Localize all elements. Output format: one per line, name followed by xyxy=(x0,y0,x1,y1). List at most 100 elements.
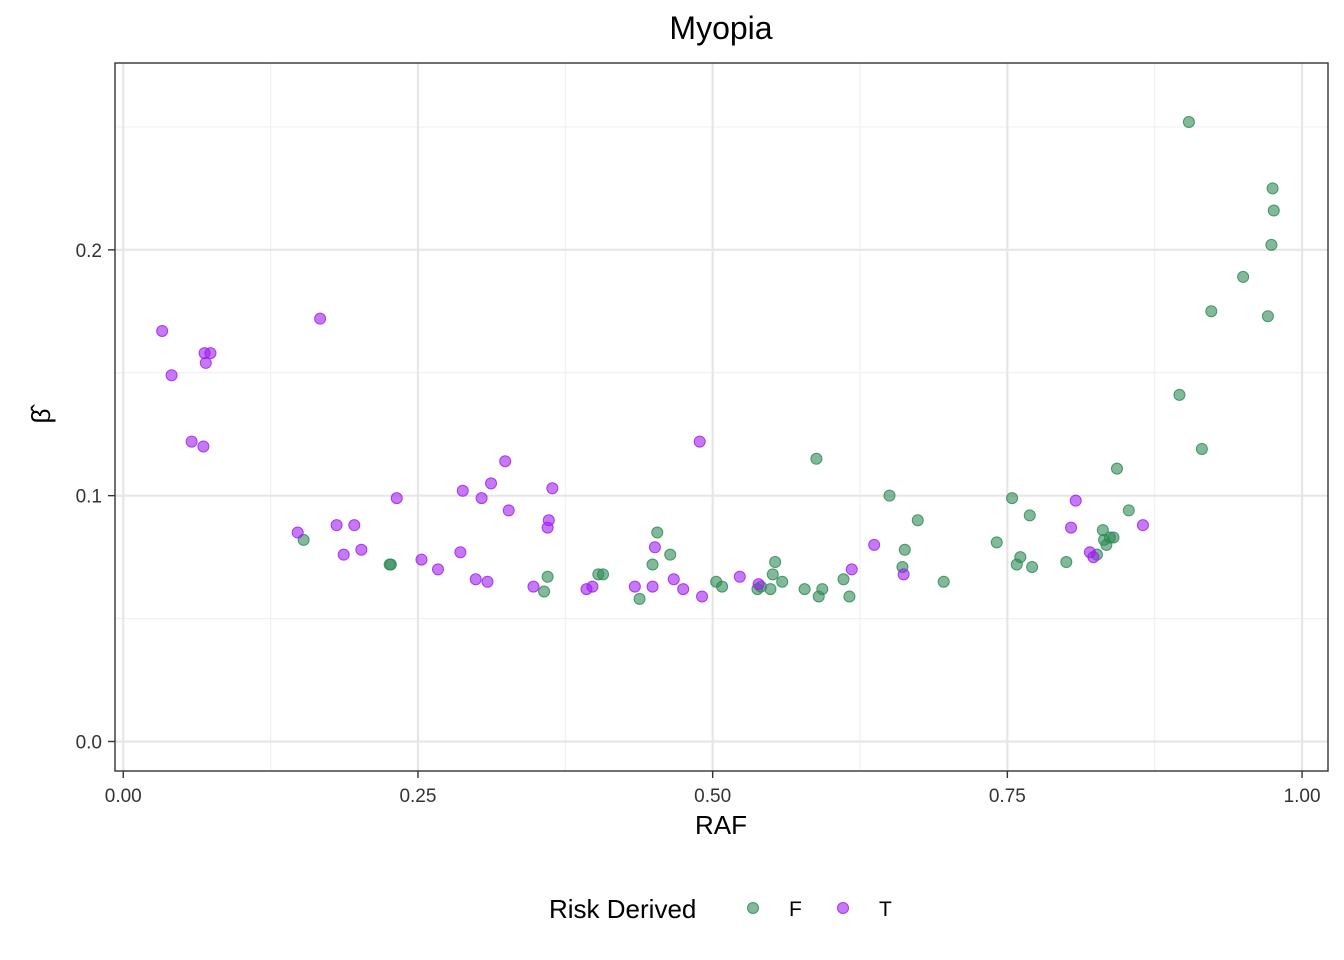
data-point-f xyxy=(1237,270,1250,283)
data-point-t xyxy=(485,477,498,490)
data-point-t xyxy=(527,580,540,593)
data-point-f xyxy=(1026,560,1039,573)
data-point-f xyxy=(1006,492,1019,505)
legend-key-t xyxy=(837,902,849,914)
data-point-t xyxy=(628,580,641,593)
data-point-t xyxy=(693,435,706,448)
y-axis-ticks: 0.0 0.1 0.2 xyxy=(76,241,115,754)
data-point-f xyxy=(597,568,610,581)
data-point-t xyxy=(431,563,444,576)
data-point-f xyxy=(1173,388,1186,401)
data-point-f xyxy=(798,583,811,596)
data-point-t xyxy=(897,568,910,581)
data-point-f xyxy=(633,592,646,605)
data-point-t xyxy=(646,580,659,593)
minor-gridlines xyxy=(115,63,1328,771)
data-point-f xyxy=(764,583,777,596)
data-point-f xyxy=(541,570,554,583)
data-point-f xyxy=(646,558,659,571)
x-axis-title: RAF xyxy=(695,810,747,840)
data-point-t xyxy=(502,504,515,517)
data-point-f xyxy=(1265,238,1278,251)
data-points xyxy=(156,116,1280,605)
data-point-t xyxy=(499,455,512,468)
major-gridlines xyxy=(115,63,1328,771)
data-point-t xyxy=(197,440,210,453)
data-point-f xyxy=(769,556,782,569)
x-tick-label: 0.50 xyxy=(694,786,731,807)
legend: Risk Derived F T xyxy=(549,894,892,924)
data-point-t xyxy=(415,553,428,566)
data-point-t xyxy=(845,563,858,576)
plot-panel-border xyxy=(114,62,1329,772)
data-point-f xyxy=(538,585,551,598)
data-point-f xyxy=(1110,462,1123,475)
x-tick-label: 0.75 xyxy=(989,786,1026,807)
data-point-f xyxy=(911,514,924,527)
data-point-t xyxy=(348,519,361,532)
data-point-f xyxy=(1014,551,1027,564)
data-point-f xyxy=(776,575,789,588)
legend-label-t: T xyxy=(879,898,892,921)
x-tick-label: 0.00 xyxy=(105,786,142,807)
data-point-f xyxy=(384,558,397,571)
x-tick-label: 1.00 xyxy=(1284,786,1321,807)
legend-key-f xyxy=(747,902,759,914)
data-point-f xyxy=(990,536,1003,549)
legend-title: Risk Derived xyxy=(549,894,696,924)
data-point-t xyxy=(542,514,555,527)
data-point-f xyxy=(1205,305,1218,318)
data-point-f xyxy=(816,583,829,596)
data-point-t xyxy=(330,519,343,532)
data-point-f xyxy=(837,573,850,586)
data-point-t xyxy=(586,580,599,593)
data-point-t xyxy=(355,543,368,556)
data-point-f xyxy=(898,543,911,556)
data-point-t xyxy=(648,541,661,554)
data-point-f xyxy=(1060,556,1073,569)
data-point-t xyxy=(456,484,469,497)
data-point-t xyxy=(199,356,212,369)
y-axis-title: β̂ xyxy=(26,404,56,424)
data-point-t xyxy=(481,575,494,588)
data-point-t xyxy=(291,526,304,539)
x-tick-label: 0.25 xyxy=(399,786,436,807)
data-point-f xyxy=(1023,509,1036,522)
data-point-t xyxy=(156,324,169,337)
data-point-f xyxy=(810,452,823,465)
data-point-t xyxy=(1087,551,1100,564)
data-point-t xyxy=(868,538,881,551)
data-point-f xyxy=(766,568,779,581)
data-point-t xyxy=(337,548,350,561)
data-point-f xyxy=(1182,116,1195,128)
data-point-f xyxy=(716,580,729,593)
y-tick-label: 0.0 xyxy=(76,733,102,754)
data-point-f xyxy=(651,526,664,539)
data-point-t xyxy=(696,590,709,603)
data-point-t xyxy=(454,546,467,559)
data-point-f xyxy=(1261,310,1274,323)
data-point-t xyxy=(469,573,482,586)
data-point-f xyxy=(937,575,950,588)
data-point-f xyxy=(664,548,677,561)
chart-title: Myopia xyxy=(669,10,772,46)
data-point-t xyxy=(165,369,178,382)
y-tick-label: 0.2 xyxy=(76,241,102,262)
data-point-f xyxy=(843,590,856,603)
data-point-t xyxy=(314,312,327,325)
data-point-f xyxy=(1266,182,1279,195)
data-point-t xyxy=(204,347,217,360)
data-point-t xyxy=(1065,521,1078,534)
data-point-f xyxy=(1107,531,1120,544)
data-point-f xyxy=(883,489,896,502)
x-axis-ticks: 0.00 0.25 0.50 0.75 1.00 xyxy=(105,771,1321,807)
data-point-t xyxy=(1069,494,1082,507)
y-tick-label: 0.1 xyxy=(76,487,102,508)
data-point-f xyxy=(1195,442,1208,455)
data-point-t xyxy=(390,492,403,505)
data-point-t xyxy=(752,578,765,591)
data-point-t xyxy=(475,492,488,505)
